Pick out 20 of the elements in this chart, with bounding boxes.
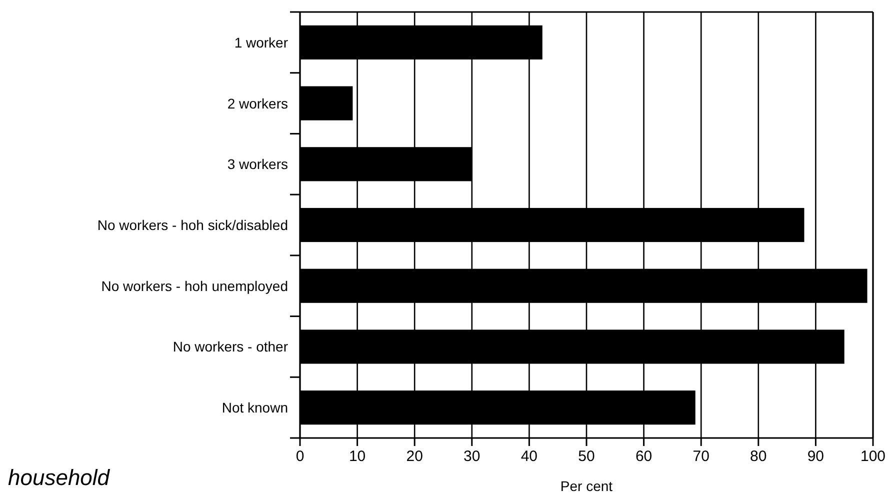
y-tick-label: Not known [222, 400, 288, 416]
x-tick-label: 20 [406, 448, 423, 465]
y-tick-label: 3 workers [227, 156, 288, 172]
y-tick-label: No workers - other [172, 338, 288, 355]
x-tick-label: 50 [578, 448, 595, 465]
y-tick-label: No workers - hoh unemployed [101, 278, 288, 294]
x-tick-label: 40 [520, 448, 538, 465]
x-tick-label: 60 [635, 448, 652, 465]
x-tick-label: 100 [860, 448, 886, 465]
x-tick-label: 0 [296, 448, 304, 465]
text: household [8, 465, 110, 490]
y-tick-label: 1 worker [234, 34, 288, 50]
x-tick-label: 30 [464, 448, 480, 465]
x-tick-label: 90 [807, 448, 824, 465]
x-tick-label: 80 [750, 448, 767, 465]
x-axis-title: Per cent [560, 478, 613, 494]
y-tick-label: 2 workers [227, 95, 288, 112]
x-tick-label: 70 [692, 448, 710, 465]
y-tick-label: No workers - hoh sick/disabled [97, 217, 288, 233]
x-tick-label: 10 [348, 448, 366, 465]
